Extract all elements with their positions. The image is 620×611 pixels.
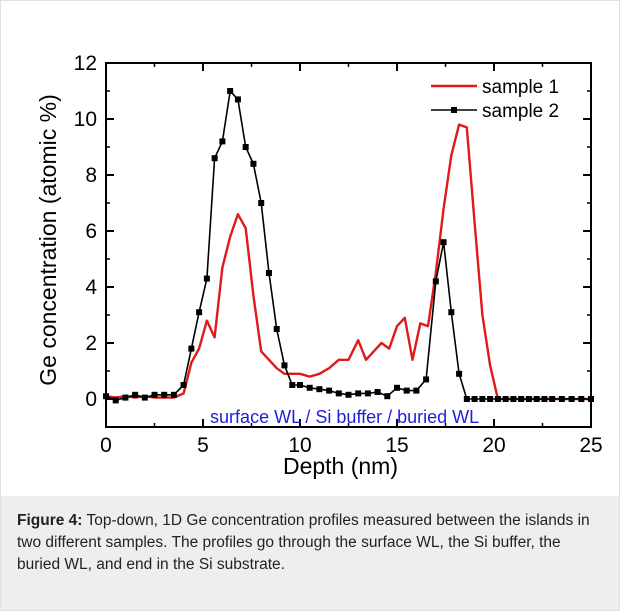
y-tick-label: 4	[85, 276, 97, 299]
series-point-2	[297, 382, 303, 388]
x-tick-label: 15	[385, 434, 408, 457]
series-point-2	[364, 390, 371, 397]
series-point-2	[203, 275, 210, 282]
series-point-2	[234, 96, 241, 103]
series-point-2	[112, 397, 119, 404]
series-point-2	[196, 309, 203, 316]
series-point-2	[180, 382, 187, 388]
series-point-2	[151, 391, 158, 398]
x-tick-label: 5	[197, 434, 209, 457]
series-point-2	[518, 396, 525, 402]
series-point-2	[161, 391, 168, 398]
series-point-2	[141, 394, 148, 401]
series-point-2	[219, 138, 226, 145]
series-point-2	[289, 382, 296, 388]
caption-text: Top-down, 1D Ge concentration profiles m…	[17, 512, 590, 573]
series-point-2	[374, 389, 381, 395]
series-point-2	[242, 144, 249, 150]
series-point-2	[403, 387, 410, 394]
series-point-2	[306, 384, 313, 391]
series-point-2	[558, 396, 565, 402]
y-tick-label: 2	[85, 332, 97, 355]
series-point-2	[103, 393, 109, 400]
x-tick-label: 20	[482, 434, 505, 457]
series-point-2	[273, 326, 280, 332]
series-point-2	[440, 239, 447, 246]
figure-caption: Figure 4: Top-down, 1D Ge concentration …	[1, 496, 619, 610]
series-point-2	[258, 200, 265, 206]
series-point-2	[578, 396, 585, 402]
series-point-2	[494, 396, 501, 402]
series-point-2	[456, 370, 463, 377]
y-tick-label: 0	[85, 388, 97, 411]
series-point-2	[345, 391, 352, 398]
x-tick-label: 10	[288, 434, 311, 457]
series-point-2	[227, 88, 234, 94]
chart-annotation: surface WL / Si buffer / buried WL	[210, 407, 479, 427]
series-point-2	[188, 345, 195, 352]
series-point-2	[533, 396, 540, 402]
series-point-2	[355, 390, 362, 397]
y-tick-label: 10	[74, 108, 97, 131]
y-tick-label: 8	[85, 164, 97, 187]
series-point-2	[326, 387, 333, 394]
series-point-2	[170, 391, 177, 398]
series-point-2	[471, 396, 478, 402]
series-point-2	[423, 376, 430, 383]
series-point-2	[384, 393, 391, 400]
series-point-2	[525, 396, 532, 402]
x-tick-label: 0	[100, 434, 112, 457]
series-point-2	[588, 396, 594, 402]
series-point-2	[122, 394, 129, 401]
y-axis-title: Ge concentration (atomic %)	[35, 94, 61, 385]
series-point-2	[541, 396, 548, 402]
legend-marker-2	[451, 107, 457, 113]
series-line-2	[105, 90, 591, 402]
series-point-2	[265, 270, 272, 276]
series-point-2	[448, 309, 455, 316]
x-axis-title: Depth (nm)	[283, 453, 398, 479]
series-point-2	[487, 396, 494, 402]
series-point-2	[335, 390, 342, 397]
series-point-2	[479, 396, 486, 402]
x-tick-label: 25	[579, 434, 602, 457]
series-point-2	[281, 362, 288, 369]
series-point-2	[502, 396, 509, 402]
series-point-2	[549, 396, 556, 402]
series-point-2	[568, 396, 575, 402]
series-point-2	[463, 396, 470, 402]
series-point-2	[316, 386, 323, 393]
series-point-2	[394, 384, 400, 391]
series-point-2	[413, 387, 420, 394]
y-tick-label: 6	[85, 220, 97, 243]
series-point-2	[132, 391, 139, 398]
y-tick-label: 12	[74, 52, 97, 75]
chart-canvas: 0 5 10 15 20 25 0 2 4 6 8 10 12 Depth (nm) Ge concentr…	[35, 52, 603, 479]
series-point-2	[510, 396, 517, 402]
series-point-2	[211, 155, 218, 162]
series-point-2	[432, 278, 439, 285]
caption-label: Figure 4:	[17, 512, 83, 529]
series-point-2	[250, 160, 257, 167]
series-line-1	[105, 123, 591, 401]
legend-label-1: sample 1	[482, 77, 559, 98]
legend-label-2: sample 2	[482, 101, 559, 122]
